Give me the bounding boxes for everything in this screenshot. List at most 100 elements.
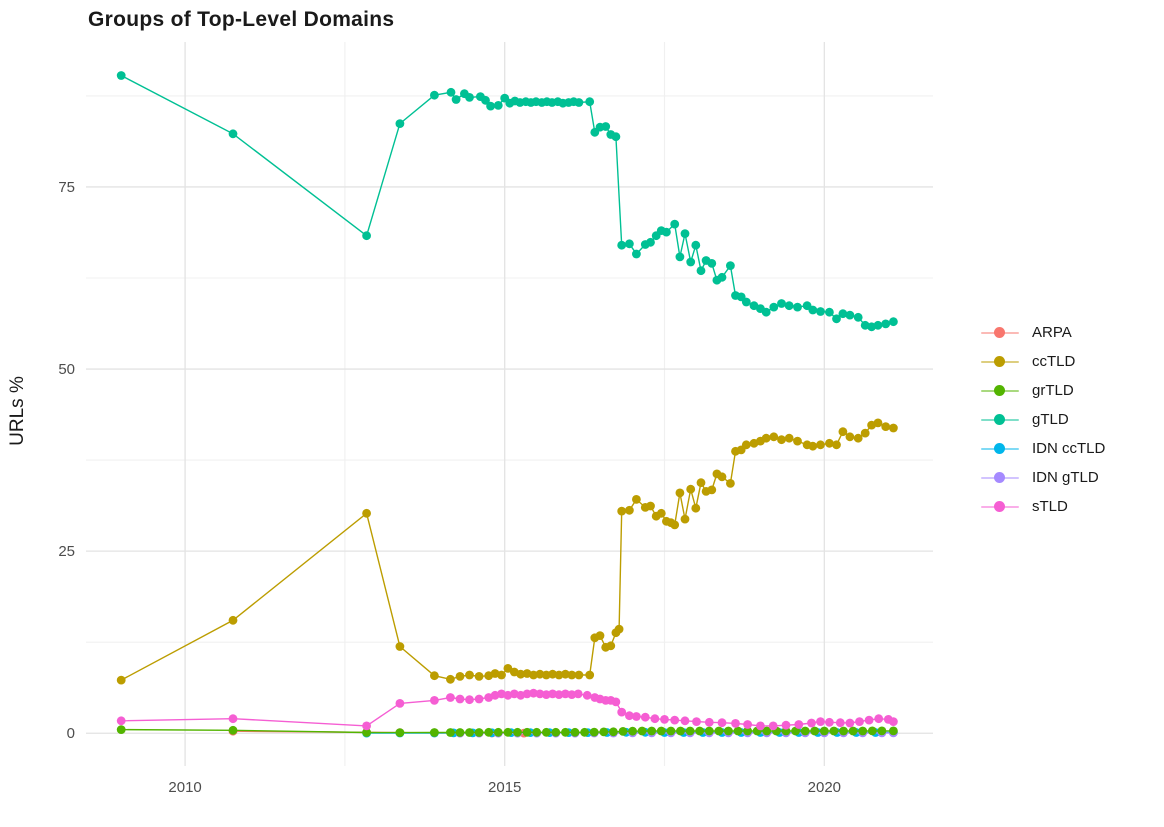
data-point [704, 726, 714, 736]
series-grtld [116, 725, 898, 737]
data-point [707, 259, 717, 268]
data-point [548, 689, 557, 699]
data-point [493, 101, 503, 110]
data-point [582, 690, 592, 700]
data-point [599, 727, 609, 737]
data-point [838, 427, 848, 437]
data-point [768, 721, 778, 731]
legend-key-icon [980, 472, 1020, 484]
data-point [881, 319, 891, 329]
data-point [430, 671, 439, 681]
data-point [867, 726, 877, 736]
series-line-gtld [120, 74, 894, 328]
x-tick-label: 2020 [808, 779, 841, 796]
data-point [784, 301, 794, 311]
data-point [695, 726, 705, 736]
data-point [617, 240, 627, 250]
data-point [611, 132, 621, 142]
legend-item-idn-cctld: IDN ccTLD [980, 434, 1105, 463]
legend-key-dot [994, 327, 1005, 338]
data-point [611, 697, 621, 707]
data-point [395, 728, 405, 737]
data-point [580, 727, 589, 737]
data-point [465, 93, 474, 102]
data-point [486, 101, 495, 111]
data-point [784, 433, 794, 443]
data-point [670, 219, 680, 229]
data-point [116, 71, 126, 80]
data-point [741, 440, 751, 450]
legend-item-gtld: gTLD [980, 405, 1105, 434]
data-point [889, 717, 898, 726]
data-point [756, 721, 765, 731]
data-point [808, 441, 818, 451]
data-point [680, 229, 690, 239]
data-point [116, 725, 126, 734]
data-point [567, 670, 577, 680]
data-point [228, 129, 238, 139]
data-point [845, 310, 855, 320]
legend-item-stld: sTLD [980, 492, 1105, 521]
data-point [858, 726, 868, 736]
data-point [838, 309, 848, 319]
data-point [116, 675, 126, 685]
data-point [395, 699, 405, 708]
data-point [743, 726, 752, 736]
legend-key-dot [994, 356, 1005, 367]
data-point [791, 726, 800, 736]
data-point [839, 726, 848, 736]
legend-item-cctld: ccTLD [980, 347, 1105, 376]
data-point [696, 266, 706, 276]
data-point [362, 728, 371, 737]
data-point [465, 670, 474, 680]
data-point [650, 714, 660, 724]
data-point [481, 95, 490, 105]
data-point [810, 726, 820, 736]
grid-major [86, 42, 933, 766]
data-point [717, 272, 727, 282]
data-point [741, 297, 751, 307]
data-point [228, 725, 238, 735]
data-point [800, 726, 810, 736]
legend: ARPA ccTLD grTLD gTLD IDN ccTLD IDN gTLD sTLD [980, 318, 1105, 521]
legend-key-dot [994, 501, 1005, 512]
data-point [670, 520, 680, 530]
legend-item-label: grTLD [1032, 382, 1074, 399]
data-point [832, 440, 841, 450]
data-point [573, 689, 583, 699]
legend-key-icon [980, 385, 1020, 397]
data-point [731, 719, 740, 728]
legend-item-arpa: ARPA [980, 318, 1105, 347]
data-point [864, 715, 874, 725]
data-point [362, 721, 371, 731]
data-point [707, 485, 717, 495]
data-point [446, 693, 455, 702]
data-point [585, 97, 595, 107]
data-point [484, 727, 494, 737]
data-point [714, 726, 724, 736]
data-point [717, 472, 727, 482]
data-point [628, 726, 637, 736]
data-point [647, 726, 657, 736]
data-point [574, 670, 584, 680]
data-point [617, 506, 627, 516]
data-point [704, 717, 714, 727]
data-point [561, 689, 570, 699]
data-point [228, 714, 238, 724]
data-point [601, 122, 611, 131]
data-point [769, 432, 779, 442]
data-point [574, 98, 584, 107]
legend-key-icon [980, 356, 1020, 368]
data-point [889, 726, 898, 736]
data-point [362, 508, 371, 518]
data-point [761, 433, 771, 443]
data-point [632, 249, 641, 259]
axis-tick-labels: 0 25 50 75 2010 2015 2020 [58, 179, 841, 796]
data-point [825, 438, 834, 448]
data-point [793, 302, 802, 312]
data-point [585, 670, 595, 680]
data-point [362, 231, 371, 241]
data-point [675, 488, 685, 498]
